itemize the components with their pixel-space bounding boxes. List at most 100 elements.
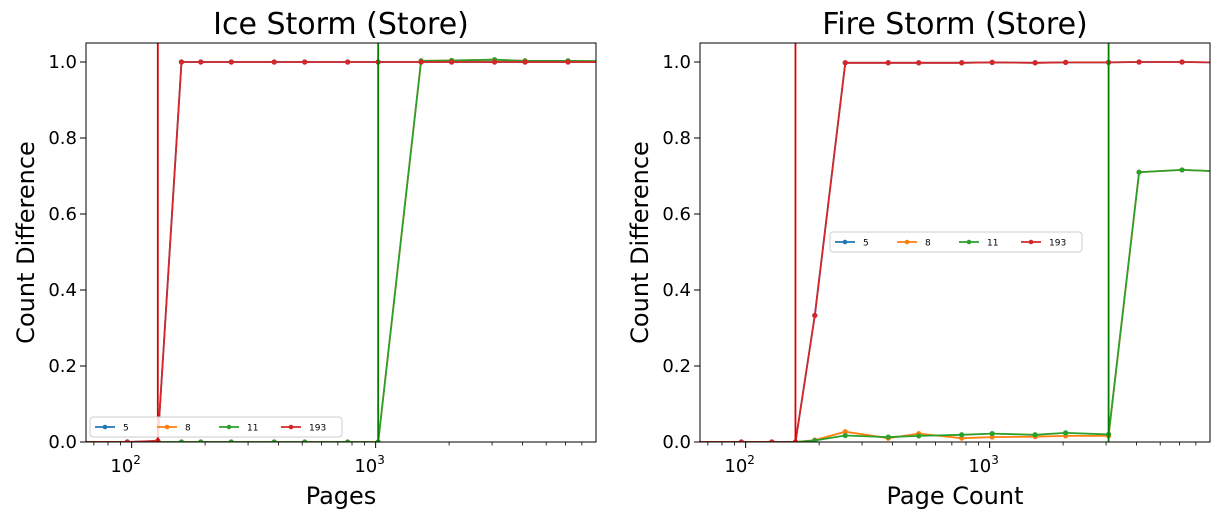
legend-marker-193 [1028, 239, 1034, 245]
series-8 [86, 57, 596, 442]
plot-frame [85, 42, 597, 443]
series-5 [86, 59, 596, 442]
legend: 5 8 11 193 [829, 231, 1083, 253]
series-11 [86, 57, 596, 442]
data-point-11 [916, 433, 922, 439]
data-point-193 [595, 61, 596, 63]
legend-marker-11 [966, 239, 972, 245]
y-tick-label: 0.6 [662, 204, 691, 225]
data-point-193 [228, 59, 234, 65]
data-point-193 [959, 60, 965, 66]
data-point-193 [522, 59, 528, 65]
y-axis-label: Count Difference [626, 141, 654, 344]
data-point-193 [842, 60, 848, 66]
data-point-11 [228, 439, 234, 442]
legend-label-5: 5 [863, 239, 869, 249]
y-tick-label: 0.2 [662, 356, 691, 377]
data-point-8 [1209, 170, 1210, 172]
y-tick-label: 0.4 [662, 280, 691, 301]
data-point-11 [198, 439, 204, 442]
data-point-11 [989, 431, 995, 437]
data-point-193 [271, 59, 277, 65]
data-point-193 [738, 439, 744, 442]
data-point-193 [769, 439, 775, 442]
data-point-5 [595, 61, 596, 63]
legend-box [89, 416, 343, 438]
data-point-193 [198, 59, 204, 65]
data-point-5 [1209, 61, 1210, 64]
data-point-193 [124, 439, 130, 442]
legend-label-11: 11 [987, 239, 998, 249]
chart-title: Fire Storm (Store) [822, 7, 1088, 42]
data-point-8 [595, 60, 596, 62]
legend: 5 8 11 193 [89, 416, 343, 438]
series-193 [86, 59, 596, 442]
data-point-11 [302, 439, 308, 442]
y-tick-label: 0.0 [48, 432, 77, 453]
data-point-11 [345, 439, 351, 442]
data-point-11 [1179, 167, 1185, 173]
legend-marker-193 [288, 424, 294, 430]
data-point-193 [1179, 59, 1185, 65]
data-point-11 [178, 439, 185, 442]
legend-marker-8 [904, 239, 910, 245]
chart-panel-2: Fire Storm (Store) Page Count Count Differ… [626, 7, 1211, 510]
y-tick-label: 0.4 [48, 280, 77, 301]
chart-panel-1: Ice Storm (Store) Pages Count Difference 0.… [12, 7, 597, 510]
data-point-11 [1032, 432, 1038, 438]
series-193 [700, 59, 1210, 442]
series-11 [700, 167, 1210, 442]
y-tick-label: 0.8 [48, 128, 77, 149]
legend-label-193: 193 [1049, 239, 1066, 249]
data-point-193 [565, 59, 571, 65]
data-point-11 [959, 432, 965, 438]
data-point-193 [885, 60, 891, 66]
data-point-11 [885, 434, 891, 440]
data-point-11 [1209, 170, 1210, 172]
data-point-11 [812, 437, 818, 442]
data-point-193 [491, 59, 498, 65]
x-tick-label: 103 [968, 453, 999, 477]
legend-label-8: 8 [925, 239, 931, 249]
series-line-193 [700, 61, 1210, 442]
data-point-11 [842, 432, 848, 439]
data-point-193 [345, 59, 351, 65]
y-tick-label: 0.8 [662, 128, 691, 149]
data-point-193 [989, 59, 995, 65]
data-point-193 [1063, 59, 1069, 65]
data-point-193 [1209, 61, 1210, 64]
data-point-193 [1136, 59, 1142, 65]
plot-frame [699, 42, 1211, 443]
series-line-11 [700, 168, 1210, 442]
data-point-193 [302, 59, 308, 65]
y-tick-label: 1.0 [662, 52, 691, 73]
y-axis-label: Count Difference [12, 141, 40, 344]
y-tick-label: 0.2 [48, 356, 77, 377]
legend-marker-5 [842, 239, 848, 245]
legend-label-193: 193 [309, 424, 326, 434]
series-line-11 [86, 58, 596, 442]
data-point-11 [1063, 430, 1069, 436]
x-tick-label: 103 [354, 453, 385, 477]
x-axis-label: Pages [306, 482, 377, 510]
data-point-193 [1032, 60, 1038, 66]
x-tick-label: 102 [724, 453, 755, 477]
chart-title: Ice Storm (Store) [213, 7, 469, 42]
data-point-8 [842, 429, 848, 435]
y-tick-label: 0.6 [48, 204, 77, 225]
series-8 [700, 167, 1210, 442]
legend-label-5: 5 [123, 424, 129, 434]
series-line-193 [86, 61, 596, 442]
x-axis-label: Page Count [886, 482, 1023, 510]
data-point-11 [1136, 169, 1142, 175]
legend-label-8: 8 [185, 424, 191, 434]
legend-marker-8 [164, 424, 170, 430]
data-point-11 [271, 439, 277, 442]
data-point-11 [595, 60, 596, 62]
data-point-193 [178, 59, 185, 65]
y-tick-label: 1.0 [48, 52, 77, 73]
data-point-193 [916, 60, 922, 66]
data-point-193 [812, 312, 818, 319]
legend-marker-5 [102, 424, 108, 430]
